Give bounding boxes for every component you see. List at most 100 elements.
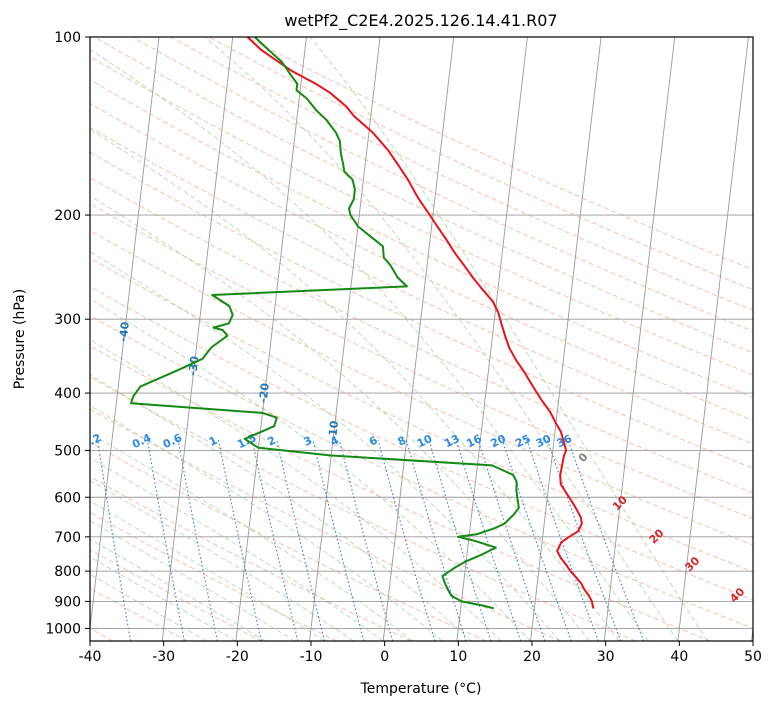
mixing-ratio-label: 13 [442, 432, 461, 450]
mixing-ratio-line [405, 439, 467, 641]
isotherm-label: -50 [48, 274, 63, 296]
dry-adiabat-line [90, 512, 337, 641]
x-tick-label: -40 [79, 649, 102, 665]
dry-adiabat-line [132, 37, 753, 332]
mixing-ratio-line [146, 439, 185, 641]
x-axis-label: Temperature (°C) [360, 681, 482, 697]
mixing-ratio-line [377, 439, 436, 641]
moist-adiabat-line [90, 500, 325, 641]
mixing-ratio-line [526, 439, 599, 641]
axes: -40 -30 -20 -10 0 10 20 30 40 5010020030040050060… [45, 30, 762, 665]
mixing-ratio-line [567, 439, 645, 641]
moist-adiabat-line [90, 556, 237, 641]
mixing-ratio-label: 0.6 [161, 431, 184, 451]
y-tick-label: 200 [54, 208, 81, 224]
adiabat-label: 10 [610, 493, 630, 513]
temperature-line [246, 37, 595, 609]
adiabat-label: 20 [647, 526, 667, 546]
moist-adiabat-line [90, 538, 266, 641]
isotherm-label: -10 [326, 420, 341, 442]
moist-adiabat-line [90, 128, 620, 641]
moist-adiabat-line [90, 48, 649, 641]
x-tick-label: 10 [449, 649, 467, 665]
x-tick-label: -10 [300, 649, 323, 665]
x-tick-label: 30 [597, 649, 615, 665]
y-tick-label: 1000 [45, 621, 81, 637]
y-tick-label: 500 [54, 443, 81, 459]
dry-adiabat-line [208, 37, 753, 291]
dry-adiabat-line [90, 56, 753, 376]
isotherm-line [382, 37, 455, 641]
x-tick-label: -20 [226, 649, 249, 665]
dry-adiabat-line [90, 345, 711, 641]
isotherm-line [751, 624, 753, 641]
moist-adiabat-line [90, 573, 207, 641]
isotherm-label: -20 [257, 382, 272, 404]
isotherm-line [677, 37, 749, 641]
y-axis-label: Pressure (hPa) [12, 289, 28, 389]
mixing-ratio-label: 0.1 [33, 431, 56, 451]
dry-adiabat-line [90, 79, 753, 398]
dewpoint-line [130, 37, 520, 610]
dry-adiabat-line [90, 476, 412, 641]
mixing-ratio-label: 2 [265, 434, 277, 449]
isotherm-line [235, 37, 307, 641]
mixing-ratio-label: 3 [302, 434, 314, 449]
mixing-ratio-label: 25 [513, 432, 532, 450]
mixing-ratio-line [428, 439, 492, 641]
isotherm-label: -40 [117, 321, 132, 343]
moist-adiabat-line [90, 457, 384, 641]
mixing-ratio-label: 1 [207, 434, 219, 449]
sounding-series [130, 37, 595, 610]
y-tick-label: 400 [54, 386, 81, 402]
mixing-ratio-line [546, 439, 622, 641]
isotherm-line [603, 37, 676, 641]
plot-frame [89, 36, 754, 642]
dry-adiabat-line [90, 376, 636, 641]
moist-adiabat-line [90, 250, 561, 641]
dry-adiabat-line [246, 37, 753, 271]
mixing-ratio-line [217, 439, 262, 641]
isotherm-line [90, 37, 160, 633]
mixing-ratio-label: 30 [534, 432, 554, 450]
mixing-ratio-label: 16 [464, 432, 484, 450]
dry-adiabat-line [94, 37, 753, 354]
chart-title: wetPf2_C2E4.2025.126.14.41.R07 [284, 11, 557, 31]
moist-adiabat-line [204, 37, 679, 641]
dry-adiabat-line [90, 441, 487, 641]
dry-adiabat-line [90, 177, 753, 494]
mixing-ratio-line [338, 439, 394, 641]
x-tick-label: 40 [670, 649, 688, 665]
mixing-ratio-line [177, 439, 219, 641]
dry-adiabat-line [90, 229, 753, 546]
moist-adiabat-line [90, 195, 590, 641]
mixing-ratio-line [97, 439, 132, 641]
dry-adiabat-line [90, 315, 753, 630]
y-tick-label: 800 [54, 564, 81, 580]
moist-adiabat-line [90, 339, 502, 641]
moist-adiabat-line [90, 432, 413, 641]
mixing-ratio-line [276, 439, 326, 641]
mixing-ratio-label: 0.4 [130, 431, 153, 451]
isotherm-line [161, 37, 234, 641]
moist-adiabat-line [309, 37, 708, 641]
dry-adiabat-line [90, 408, 561, 641]
mixing-ratio-label: 20 [489, 432, 509, 450]
dry-adiabat-line [90, 285, 753, 601]
moist-adiabat-line [90, 520, 296, 641]
x-tick-label: 0 [380, 649, 389, 665]
isotherm-line [0, 37, 12, 641]
y-tick-label: 100 [54, 30, 81, 46]
y-tick-label: 300 [54, 312, 81, 328]
x-tick-label: 50 [744, 649, 762, 665]
chart-background-lines [0, 37, 753, 641]
moist-adiabat-line [90, 405, 443, 641]
y-tick-label: 700 [54, 530, 81, 546]
moist-adiabat-line [90, 479, 354, 641]
moist-adiabat-line [90, 374, 472, 641]
adiabat-label: 0 [576, 450, 591, 465]
x-tick-label: 20 [523, 649, 541, 665]
x-tick-label: -30 [152, 649, 175, 665]
y-tick-label: 900 [54, 594, 81, 610]
